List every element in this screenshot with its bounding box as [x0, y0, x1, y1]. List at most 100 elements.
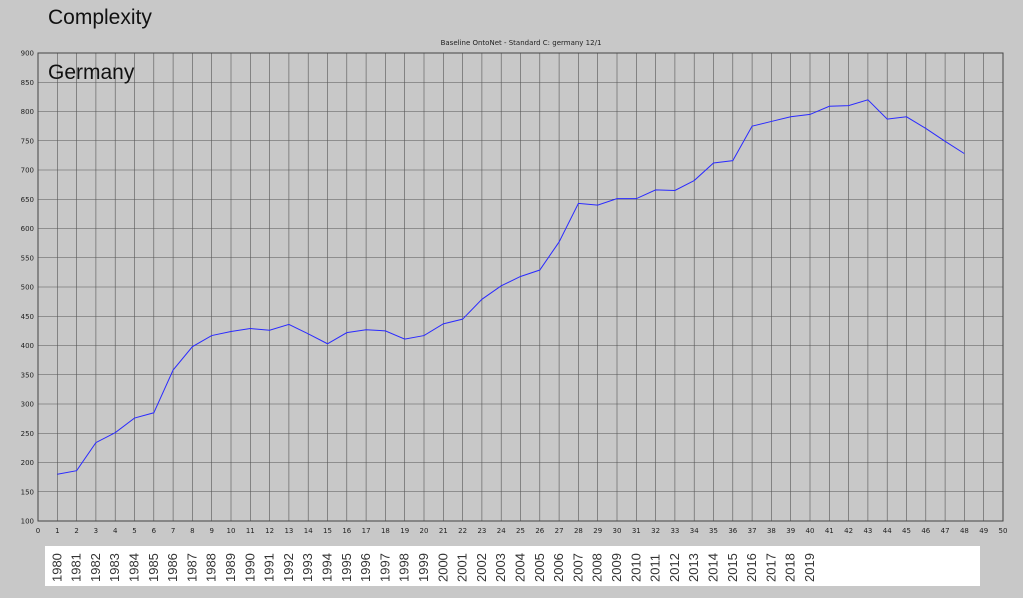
y-tick-label: 350 [21, 371, 34, 379]
year-label: 1984 [127, 553, 142, 582]
x-tick-label: 24 [497, 527, 506, 535]
year-label: 2003 [493, 553, 508, 582]
slide-title: Complexity [48, 6, 152, 29]
year-label: 1981 [69, 553, 84, 582]
plot-frame [37, 52, 1004, 522]
x-tick-label: 39 [786, 527, 795, 535]
year-label: 1982 [88, 553, 103, 582]
year-label-strip [45, 546, 980, 586]
x-tick-label: 28 [574, 527, 583, 535]
year-label: 2015 [725, 553, 740, 582]
x-tick-label: 38 [767, 527, 776, 535]
x-tick-label: 16 [342, 527, 351, 535]
x-tick-label: 4 [113, 527, 118, 535]
x-tick-label: 18 [381, 527, 390, 535]
year-label: 1988 [204, 553, 219, 582]
year-label: 1995 [339, 553, 354, 582]
year-label: 2009 [609, 553, 624, 582]
year-label: 2013 [686, 553, 701, 582]
y-tick-label: 850 [21, 79, 34, 87]
year-label: 1992 [281, 553, 296, 582]
year-labels: 1980 1981 1982 1983 1984 1985 1986 1987 1988 1989… [49, 553, 817, 582]
x-tick-label: 37 [748, 527, 757, 535]
year-label: 1997 [377, 553, 392, 582]
y-tick-label: 200 [21, 459, 34, 467]
x-tick-label: 27 [555, 527, 564, 535]
year-label: 1994 [320, 553, 335, 582]
x-tick-label: 8 [190, 527, 194, 535]
x-tick-label: 22 [458, 527, 467, 535]
year-label: 1990 [242, 553, 257, 582]
x-tick-label: 30 [613, 527, 622, 535]
x-tick-label: 32 [651, 527, 660, 535]
chart-title: Baseline OntoNet - Standard C: germany 1… [441, 39, 602, 47]
y-tick-label: 700 [21, 167, 34, 175]
x-tick-label: 49 [979, 527, 988, 535]
x-tick-label: 3 [94, 527, 98, 535]
x-tick-label: 25 [516, 527, 525, 535]
year-label: 1983 [107, 553, 122, 582]
x-tick-label: 44 [883, 527, 892, 535]
y-tick-label: 300 [21, 401, 34, 409]
year-label: 2002 [474, 553, 489, 582]
y-tick-label: 550 [21, 254, 34, 262]
x-tick-label: 11 [246, 527, 255, 535]
y-tick-label: 600 [21, 225, 34, 233]
x-tick-label: 43 [863, 527, 872, 535]
x-tick-label: 13 [284, 527, 293, 535]
y-tick-label: 650 [21, 196, 34, 204]
year-label: 1986 [165, 553, 180, 582]
year-label: 2001 [455, 553, 470, 582]
year-label: 2010 [628, 553, 643, 582]
year-label: 2007 [570, 553, 585, 582]
x-tick-label: 45 [902, 527, 911, 535]
x-tick-label: 29 [593, 527, 602, 535]
year-label: 1989 [223, 553, 238, 582]
x-tick-label: 46 [921, 527, 930, 535]
x-tick-label: 47 [941, 527, 950, 535]
x-tick-label: 42 [844, 527, 853, 535]
x-tick-label: 34 [690, 527, 699, 535]
x-tick-label: 14 [304, 527, 313, 535]
x-tick-label: 20 [420, 527, 429, 535]
x-tick-label: 6 [152, 527, 157, 535]
year-label: 2004 [513, 553, 528, 582]
year-label: 2018 [783, 553, 798, 582]
x-tick-label: 26 [535, 527, 544, 535]
x-tick-label: 19 [400, 527, 409, 535]
year-label: 1991 [262, 553, 277, 582]
x-tick-label: 21 [439, 527, 448, 535]
x-tick-label: 15 [323, 527, 332, 535]
x-tick-label: 36 [728, 527, 737, 535]
y-tick-label: 900 [21, 50, 34, 58]
y-tick-label: 100 [21, 518, 34, 526]
year-label: 2012 [667, 553, 682, 582]
year-label: 2014 [706, 553, 721, 582]
year-label: 2006 [551, 553, 566, 582]
country-label: Germany [48, 61, 135, 84]
year-label: 2011 [648, 554, 663, 582]
year-label: 1980 [49, 553, 64, 582]
series-line [57, 99, 965, 475]
y-tick-label: 500 [21, 284, 34, 292]
gridlines [37, 52, 1004, 522]
y-tick-label: 400 [21, 342, 34, 350]
x-tick-label: 7 [171, 527, 175, 535]
year-label: 1996 [358, 553, 373, 582]
x-tick-label: 17 [362, 527, 371, 535]
year-label: 1987 [184, 553, 199, 582]
x-axis-ticks: 0 1 2 3 4 5 6 7 8 9 10 11 12 13 14 15 16 17 18 19 20 21 22 23 24… [36, 527, 1008, 535]
year-label: 1998 [397, 553, 412, 582]
x-tick-label: 10 [227, 527, 236, 535]
x-tick-label: 31 [632, 527, 641, 535]
year-label: 1999 [416, 553, 431, 582]
x-tick-label: 40 [806, 527, 815, 535]
year-label: 2017 [763, 553, 778, 582]
y-tick-label: 250 [21, 430, 34, 438]
x-tick-label: 33 [670, 527, 679, 535]
year-label: 2008 [590, 553, 605, 582]
year-label: 2005 [532, 553, 547, 582]
y-tick-label: 150 [21, 488, 34, 496]
x-tick-label: 5 [132, 527, 136, 535]
